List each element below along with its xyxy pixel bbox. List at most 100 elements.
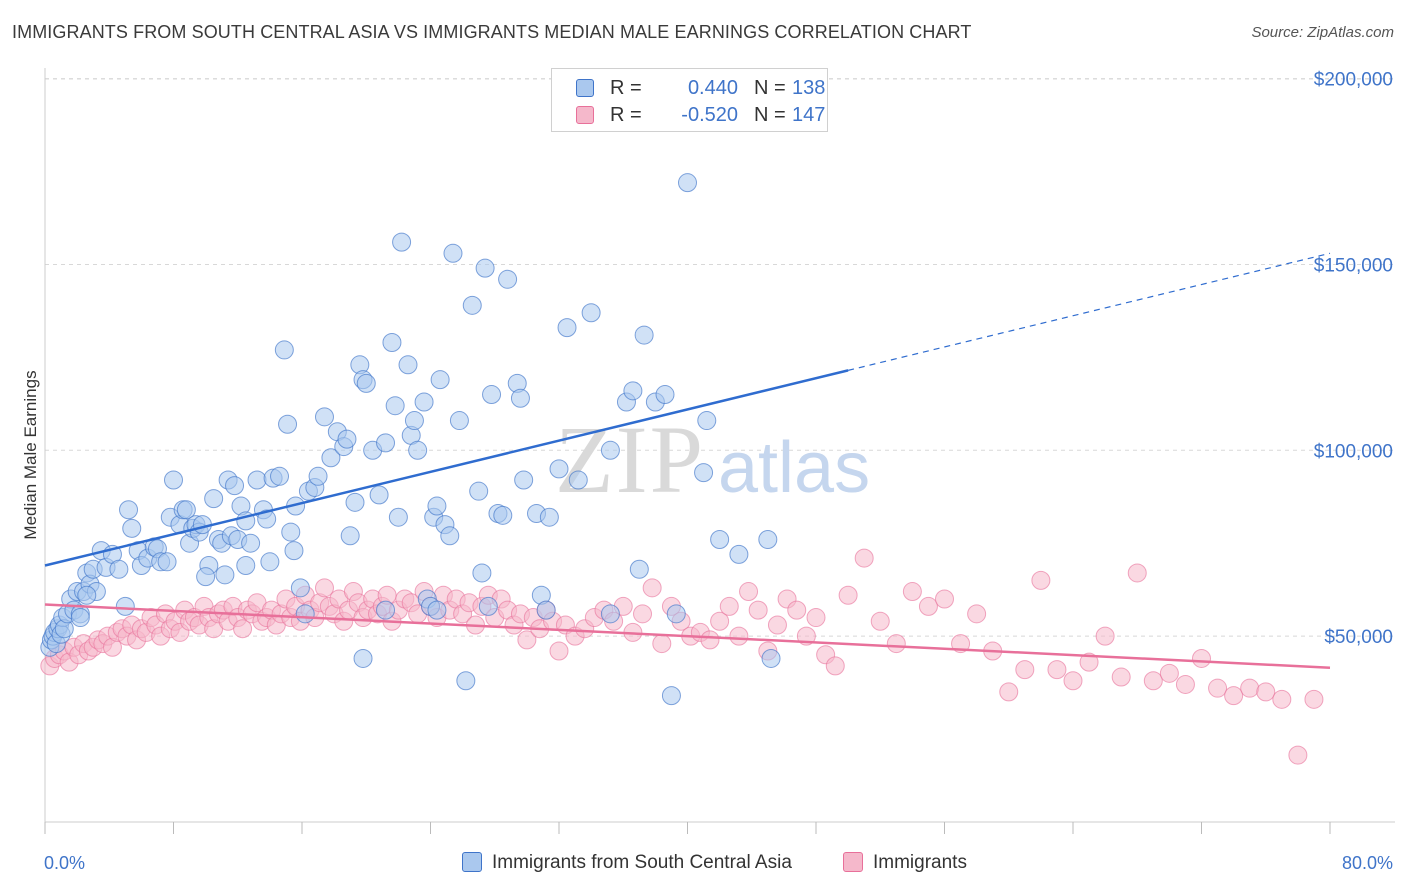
south-central-asia-point xyxy=(314,407,334,427)
immigrants-point xyxy=(1208,678,1228,698)
trend-line-south-central-asia xyxy=(44,369,849,567)
south-central-asia-point xyxy=(469,481,489,501)
south-central-asia-point xyxy=(404,411,424,431)
south-central-asia-point xyxy=(382,332,402,352)
south-central-asia-point xyxy=(456,671,476,691)
immigrants-point xyxy=(870,611,890,631)
south-central-asia-point xyxy=(697,411,717,431)
immigrants-point xyxy=(1143,671,1163,691)
immigrants-point xyxy=(1079,652,1099,672)
south-central-asia-point xyxy=(109,559,129,579)
south-central-asia-point xyxy=(498,269,518,289)
watermark-zip: ZIP xyxy=(555,406,705,513)
y-axis-label: Median Male Earnings xyxy=(21,370,40,539)
south-central-asia-point xyxy=(274,340,294,360)
immigrants-point xyxy=(1192,648,1211,668)
south-central-asia-point xyxy=(661,686,681,706)
legend-n-label: N = xyxy=(754,77,786,99)
south-central-asia-point xyxy=(427,600,447,620)
immigrants-point xyxy=(825,656,845,676)
bottom-legend-series2[interactable]: Immigrants xyxy=(843,852,967,874)
immigrants-point xyxy=(1288,745,1308,765)
immigrants-point xyxy=(787,600,807,620)
immigrants-point xyxy=(1304,689,1324,709)
south-central-asia-point xyxy=(408,440,428,460)
south-central-asia-point xyxy=(634,325,654,345)
immigrants-point xyxy=(1240,678,1260,698)
y-tick-label: $200,000 xyxy=(1314,70,1393,91)
legend-swatch-blue xyxy=(576,79,594,97)
south-central-asia-point xyxy=(290,578,310,598)
immigrants-point xyxy=(918,596,938,616)
south-central-asia-point xyxy=(257,509,277,529)
legend-series1-label: Immigrants from South Central Asia xyxy=(492,852,792,873)
immigrants-point xyxy=(767,615,787,635)
series-immigrants-points xyxy=(40,548,1324,765)
south-central-asia-point xyxy=(122,518,142,538)
legend-r-value: 0.440 xyxy=(687,77,738,99)
immigrants-point xyxy=(951,634,971,654)
immigrants-point xyxy=(806,608,826,628)
south-central-asia-point xyxy=(321,448,341,468)
south-central-asia-point xyxy=(414,392,434,412)
south-central-asia-point xyxy=(157,552,177,572)
immigrants-point xyxy=(838,585,858,605)
immigrants-point xyxy=(1095,626,1115,646)
immigrants-point xyxy=(1159,663,1179,683)
south-central-asia-point xyxy=(475,258,495,278)
immigrants-point xyxy=(886,634,906,654)
immigrants-point xyxy=(739,582,759,602)
south-central-asia-point xyxy=(398,355,418,375)
legend-swatch-pink xyxy=(576,106,594,124)
immigrants-point xyxy=(314,578,334,598)
south-central-asia-point xyxy=(278,414,298,434)
axes xyxy=(44,68,1395,834)
south-central-asia-point xyxy=(482,385,502,405)
south-central-asia-point xyxy=(493,505,513,525)
south-central-asia-point xyxy=(678,173,697,193)
legend-n-label: N = xyxy=(754,104,786,126)
immigrants-point xyxy=(854,548,874,568)
south-central-asia-point xyxy=(164,470,183,490)
south-central-asia-point xyxy=(236,556,256,576)
south-central-asia-point xyxy=(115,596,135,616)
south-central-asia-point xyxy=(449,411,469,431)
immigrants-point xyxy=(652,634,672,654)
immigrants-point xyxy=(999,682,1019,702)
south-central-asia-point xyxy=(629,559,649,579)
immigrants-point xyxy=(1015,660,1035,680)
south-central-asia-point xyxy=(385,396,405,416)
grid-lines xyxy=(45,78,1395,637)
south-central-asia-point xyxy=(225,476,245,496)
south-central-asia-point xyxy=(694,463,714,483)
legend-r-value: -0.520 xyxy=(681,104,738,126)
south-central-asia-point xyxy=(260,552,280,572)
south-central-asia-point xyxy=(761,648,781,668)
legend-r-label: R = xyxy=(610,104,642,126)
south-central-asia-point xyxy=(337,429,357,449)
bottom-legend-series1[interactable]: Immigrants from South Central Asia xyxy=(462,852,792,874)
immigrants-point xyxy=(1127,563,1147,583)
south-central-asia-point xyxy=(196,567,216,587)
south-central-asia-point xyxy=(369,485,389,505)
south-central-asia-point xyxy=(600,440,620,460)
immigrants-point xyxy=(1272,689,1292,709)
south-central-asia-point xyxy=(284,541,304,561)
south-central-asia-point xyxy=(70,608,90,628)
south-central-asia-point xyxy=(440,526,460,546)
y-tick-label: $150,000 xyxy=(1314,255,1393,276)
immigrants-point xyxy=(633,604,653,624)
south-central-asia-point xyxy=(281,522,301,542)
trend-line-south-central-asia-extension xyxy=(847,252,1331,371)
immigrants-point xyxy=(935,589,954,609)
south-central-asia-point xyxy=(472,563,492,583)
south-central-asia-point xyxy=(270,466,290,486)
south-central-asia-point xyxy=(568,470,588,490)
immigrants-point xyxy=(642,578,662,598)
immigrants-point xyxy=(710,611,730,631)
legend-r-label: R = xyxy=(610,77,642,99)
south-central-asia-point xyxy=(376,600,396,620)
correlation-legend: R = 0.440 N = 138 R = -0.520 N = 147 xyxy=(551,68,828,132)
immigrants-point xyxy=(517,630,537,650)
